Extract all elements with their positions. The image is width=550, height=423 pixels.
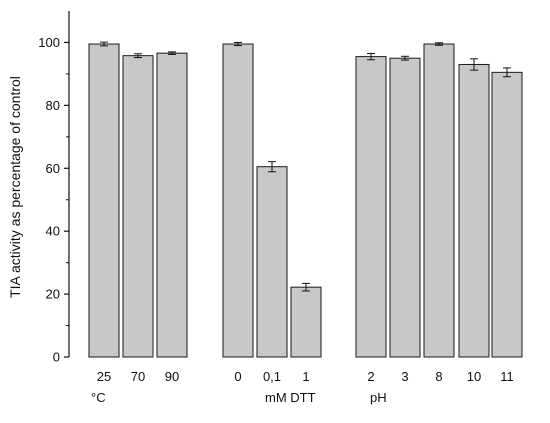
x-tick-label-4: 0,1 [263,369,281,384]
y-tick-label-20: 20 [46,287,60,302]
x-tick-label-7: 3 [401,369,408,384]
y-tick-label-0: 0 [53,350,60,365]
x-tick-label-6: 2 [367,369,374,384]
x-axis-labels: 25 70 90 0 0,1 1 2 3 8 10 11 [97,369,514,384]
y-tick-label-60: 60 [46,161,60,176]
bar-ph-1 [389,57,421,358]
bars [88,41,523,358]
bar-ph-2 [423,43,455,358]
bar-c-2 [156,52,188,358]
bar-mmdtt-0 [222,43,254,358]
bar-mmdtt-2 [290,286,322,358]
x-tick-label-5: 1 [302,369,309,384]
y-tick-label-80: 80 [46,98,60,113]
x-tick-label-8: 8 [435,369,442,384]
x-tick-label-10: 11 [500,369,514,384]
y-tick-label-100: 100 [38,35,60,50]
y-axis-title: TIA activity as percentage of control [7,76,23,298]
bar-c-0 [88,43,120,358]
bar-ph-4 [491,71,523,358]
group-label-2: pH [370,390,387,405]
group-label-1: mM DTT [265,390,316,405]
x-tick-label-3: 0 [234,369,241,384]
x-tick-label-1: 70 [131,369,145,384]
x-tick-label-0: 25 [97,369,111,384]
group-labels: °C mM DTT pH [91,390,387,405]
bar-ph-0 [355,56,387,358]
bar-c-1 [122,55,154,358]
group-label-0: °C [91,390,106,405]
bar-mmdtt-1 [256,166,288,358]
x-tick-label-2: 90 [165,369,179,384]
bar-ph-3 [458,63,490,358]
x-tick-label-9: 10 [467,369,481,384]
y-axis: 0 20 40 60 80 100 [38,11,70,365]
y-tick-label-40: 40 [46,224,60,239]
